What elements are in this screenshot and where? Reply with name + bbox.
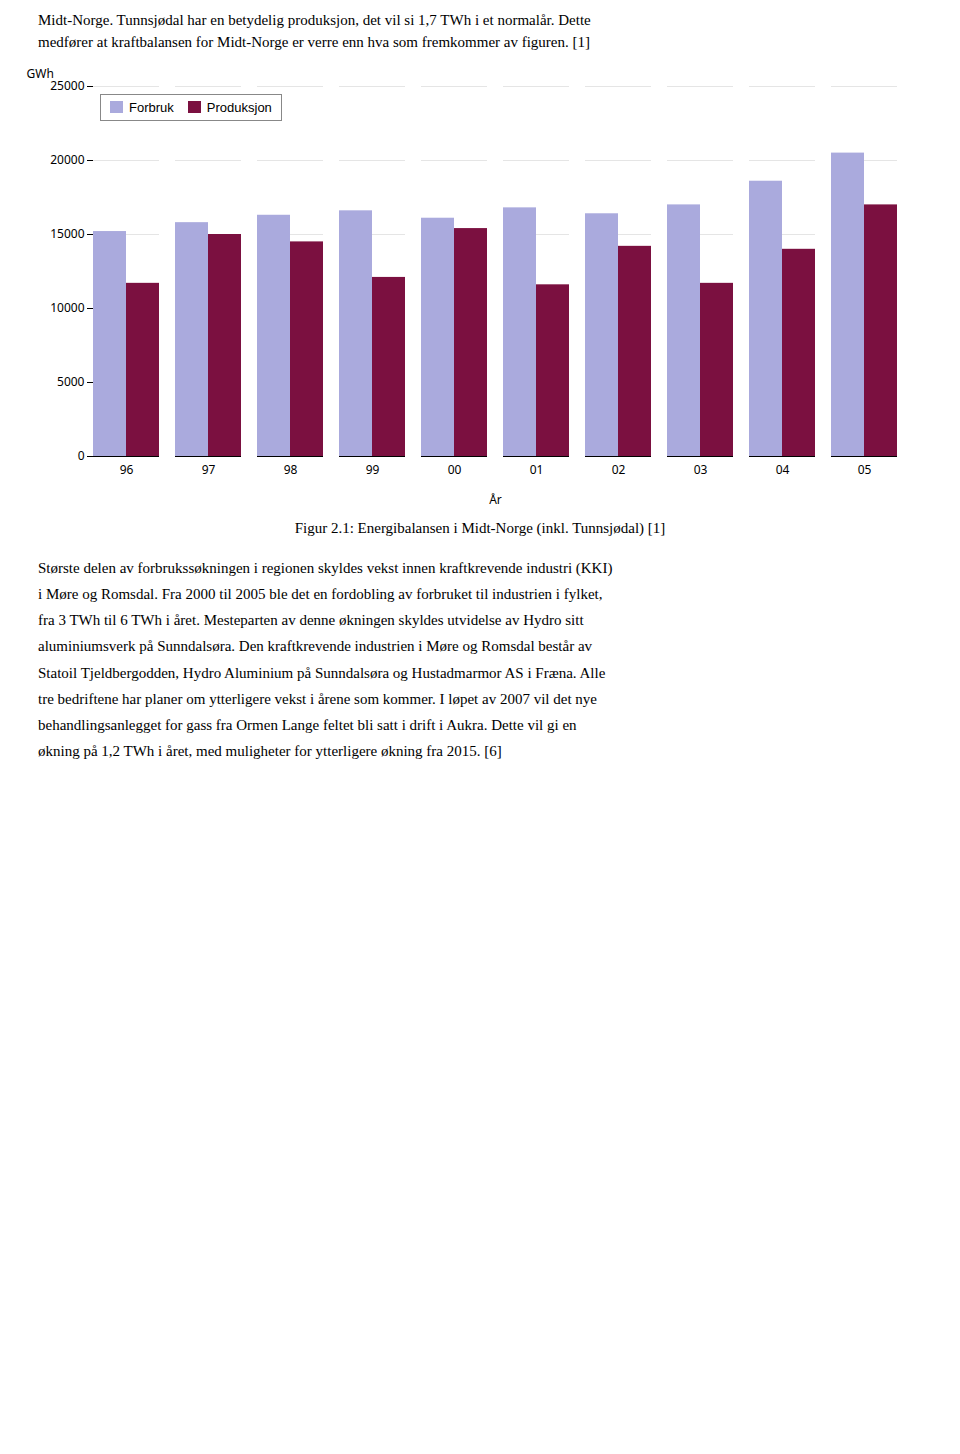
svg-text:04: 04 <box>776 461 790 478</box>
html-text:økning på 1,2 TWh i året, med: økning på 1,2 TWh i året, med muligheter… <box>38 743 502 760</box>
html-text:tre bedriftene har planer om y: tre bedriftene har planer om ytterligere… <box>38 690 597 707</box>
svg-text:05: 05 <box>858 461 872 478</box>
svg-text:20000: 20000 <box>50 151 84 168</box>
svg-text:03: 03 <box>694 461 708 478</box>
svg-text:01: 01 <box>530 461 544 478</box>
html-text:Statoil Tjeldbergodden, Hydro: Statoil Tjeldbergodden, Hydro Aluminium … <box>38 664 606 681</box>
svg-text:5000: 5000 <box>57 373 85 390</box>
html-text:Figur 2.1: Energibalansen i Mi: Figur 2.1: Energibalansen i Midt-Norge (… <box>294 519 666 536</box>
svg-text:25000: 25000 <box>50 77 84 94</box>
html-text:Produksjon: Produksjon <box>206 99 272 115</box>
html-text:medfører at kraftbalansen for: medfører at kraftbalansen for Midt-Norge… <box>38 33 590 50</box>
svg-text:0: 0 <box>78 447 85 464</box>
svg-text:00: 00 <box>448 461 462 478</box>
svg-text:99: 99 <box>366 461 380 478</box>
svg-text:98: 98 <box>284 461 298 478</box>
svg-text:15000: 15000 <box>50 225 84 242</box>
html-text:Forbruk: Forbruk <box>129 99 174 115</box>
svg-text:02: 02 <box>612 461 626 478</box>
svg-text:97: 97 <box>202 461 216 478</box>
svg-text:10000: 10000 <box>50 299 84 316</box>
html-text:behandlingsanlegget for gass f: behandlingsanlegget for gass fra Ormen L… <box>38 717 577 733</box>
html-text:Største delen av forbrukssøkni: Største delen av forbrukssøkningen i reg… <box>38 559 613 576</box>
html-text:aluminiumsverk på Sunndalsøra.: aluminiumsverk på Sunndalsøra. Den kraft… <box>38 638 592 655</box>
svg-text:År: År <box>489 490 502 506</box>
html-text:i Møre og Romsdal. Fra 2000 ti: i Møre og Romsdal. Fra 2000 til 2005 ble… <box>38 585 603 602</box>
html-text:fra 3 TWh til 6 TWh i året. Me: fra 3 TWh til 6 TWh i året. Mesteparten … <box>38 612 584 628</box>
svg-text:GWh: GWh <box>27 66 54 82</box>
svg-text:96: 96 <box>120 461 134 478</box>
html-text:Midt-Norge. Tunnsjødal har en: Midt-Norge. Tunnsjødal har en betydelig … <box>38 12 591 28</box>
